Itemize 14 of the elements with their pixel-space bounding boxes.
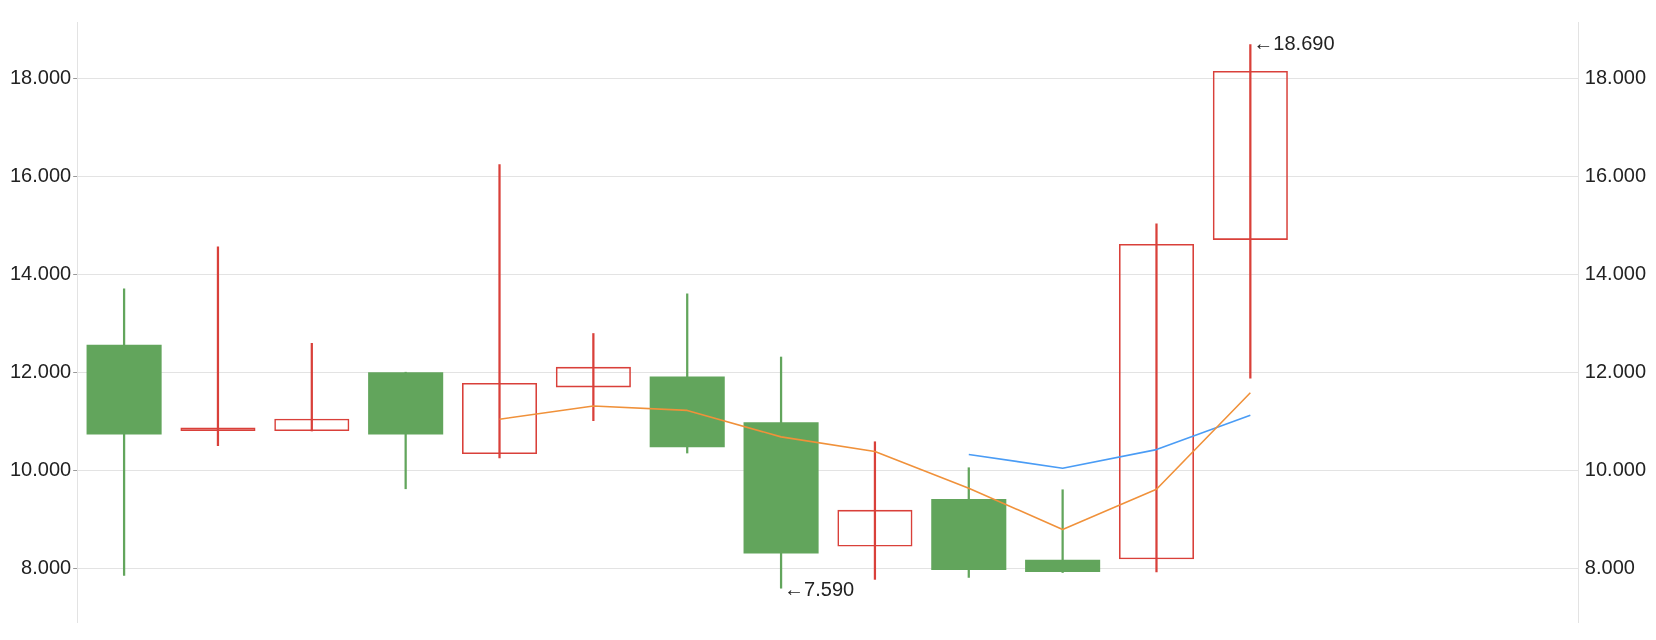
y2-tick-label: 14.000: [1584, 261, 1646, 284]
y2-tick-label: 8.000: [1584, 555, 1635, 578]
annotation: ←7.590: [784, 577, 855, 600]
y-tick-label: 8.000: [21, 555, 72, 578]
y-tick-label: 14.000: [10, 261, 72, 284]
y2-tick-label: 16.000: [1584, 163, 1646, 186]
y-tick-label: 16.000: [10, 163, 72, 186]
y-tick-label: 12.000: [10, 359, 72, 382]
y-tick-label: 18.000: [10, 65, 72, 88]
y2-tick-label: 10.000: [1584, 457, 1646, 480]
annotation: ←18.690: [1253, 32, 1335, 55]
y2-tick-label: 12.000: [1584, 359, 1646, 382]
y2-tick-label: 18.000: [1584, 65, 1646, 88]
y-tick-label: 10.000: [10, 457, 72, 480]
